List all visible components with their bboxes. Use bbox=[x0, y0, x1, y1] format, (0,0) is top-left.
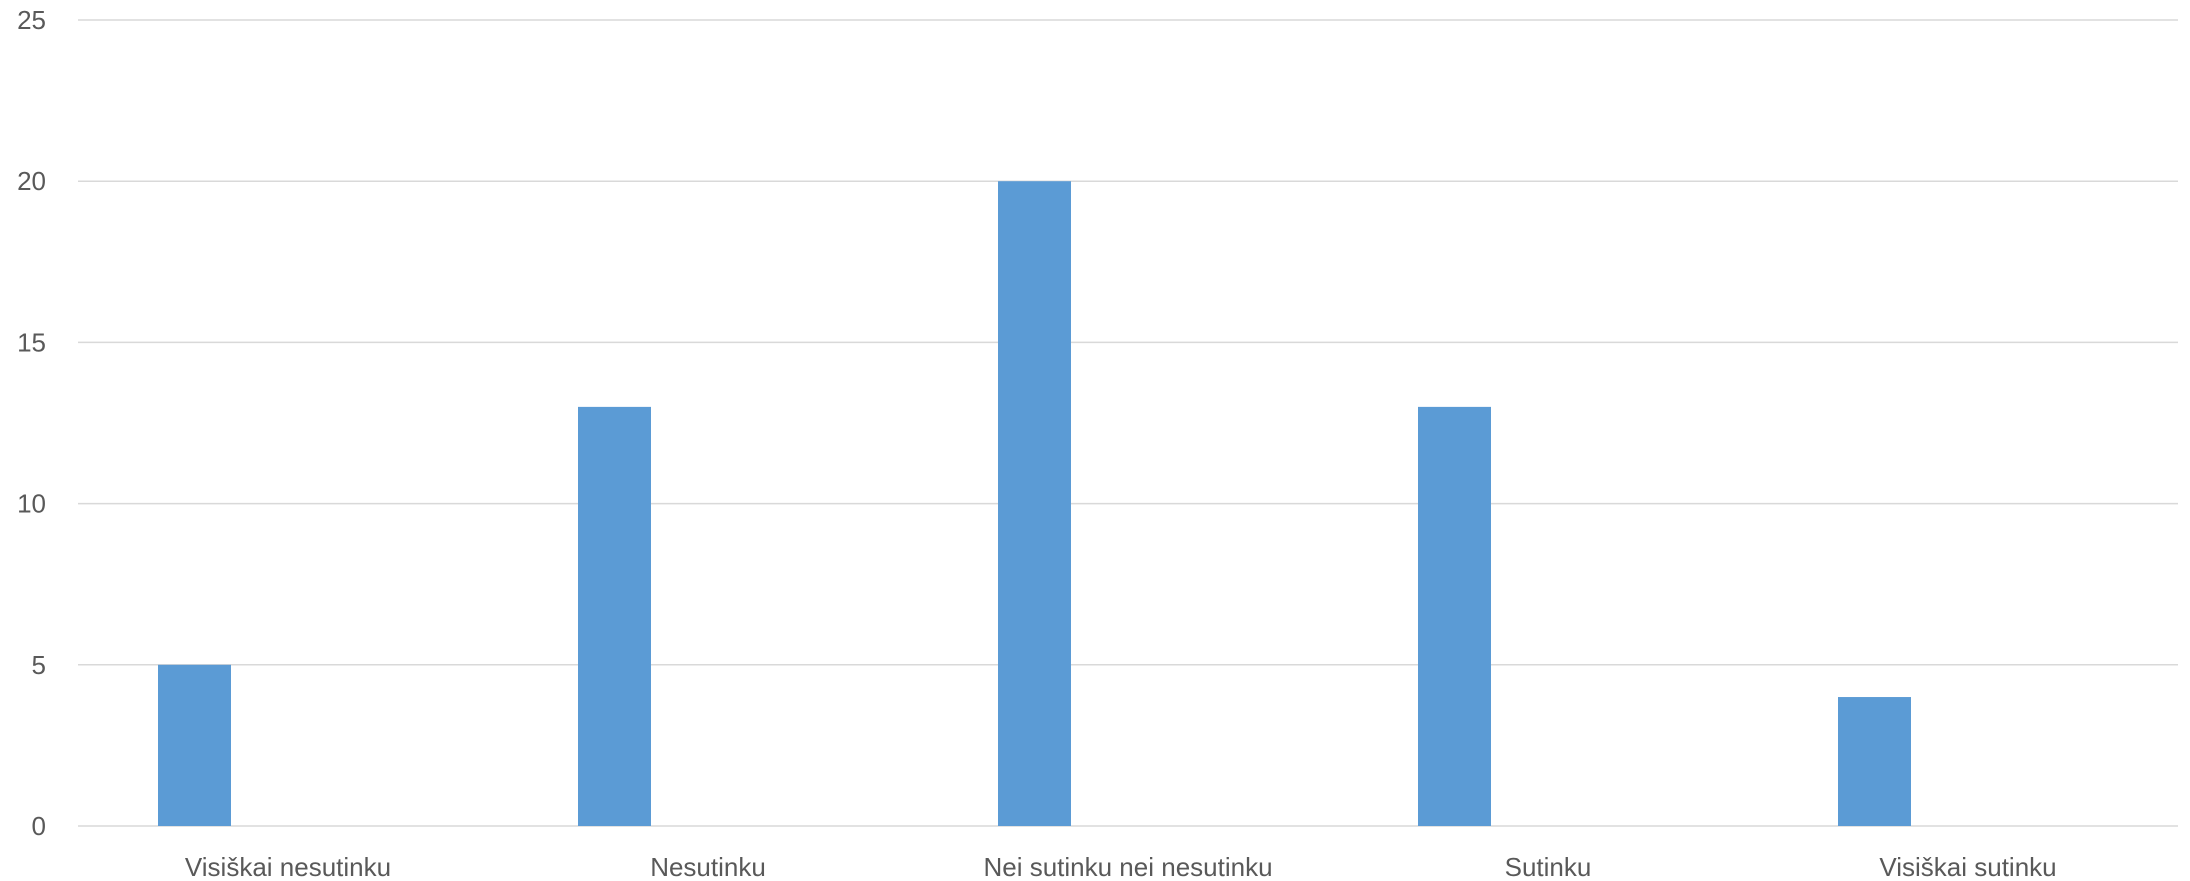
x-axis-labels: Visiškai nesutinku Nesutinku Nei sutinku n… bbox=[185, 852, 2057, 881]
y-tick-label: 0 bbox=[32, 811, 46, 841]
y-axis-ticks: 0 5 10 15 20 25 bbox=[17, 5, 46, 841]
bars bbox=[158, 181, 1911, 826]
x-category-label: Nei sutinku nei nesutinku bbox=[983, 852, 1272, 881]
bar bbox=[158, 664, 231, 826]
y-tick-label: 15 bbox=[17, 327, 46, 357]
y-tick-label: 10 bbox=[17, 489, 46, 519]
x-category-label: Sutinku bbox=[1505, 852, 1592, 881]
gridlines bbox=[78, 19, 2178, 827]
y-tick-label: 25 bbox=[17, 5, 46, 35]
bar bbox=[578, 406, 651, 826]
x-category-label: Nesutinku bbox=[650, 852, 766, 881]
bar bbox=[1418, 406, 1491, 826]
y-tick-label: 20 bbox=[17, 166, 46, 196]
x-category-label: Visiškai nesutinku bbox=[185, 852, 391, 881]
y-tick-label: 5 bbox=[32, 650, 46, 680]
bar bbox=[1838, 697, 1911, 826]
bar bbox=[998, 181, 1071, 826]
x-category-label: Visiškai sutinku bbox=[1879, 852, 2056, 881]
